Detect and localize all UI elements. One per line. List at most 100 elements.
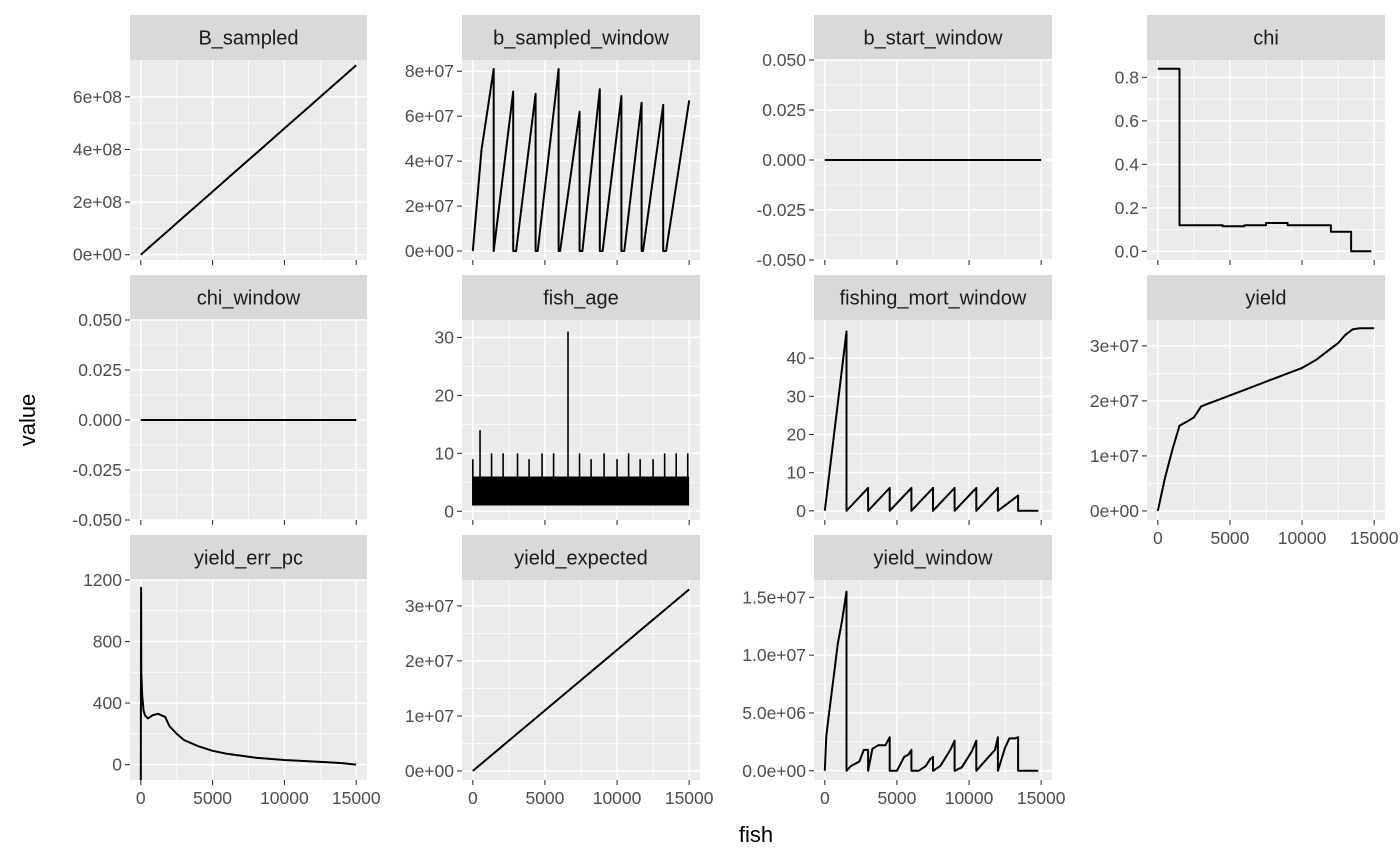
- y-tick-label: 4e+08: [73, 139, 122, 159]
- y-tick-label: 1e+07: [405, 706, 454, 726]
- y-tick-label: 4e+07: [405, 151, 454, 171]
- x-tick-label: 5000: [193, 788, 232, 808]
- y-tick-label: 6e+07: [405, 106, 454, 126]
- y-tick-label: 3e+07: [1090, 336, 1139, 356]
- y-tick-label: 40: [787, 348, 807, 368]
- facet-strip: [1147, 15, 1385, 60]
- facet-yield_expected: yield_expected 0e+00 1e+07 2e+07 3e+07 0 5000 1…: [405, 535, 714, 808]
- y-tick-label: 2e+08: [73, 192, 122, 212]
- facet-b_start_window: b_start_window -0.050 -0.025 0.000 0.025 0.05…: [756, 15, 1052, 270]
- y-tick-label: 0.0: [1115, 241, 1140, 261]
- x-tick-label: 15000: [1017, 788, 1066, 808]
- series-line: [472, 588, 690, 772]
- y-tick-label: 800: [93, 632, 122, 652]
- y-tick-label: 1200: [83, 570, 122, 590]
- y-axis-title: value: [15, 394, 40, 447]
- y-tick-label: 0.000: [78, 410, 122, 430]
- y-tick-label: -0.050: [756, 250, 806, 270]
- y-tick-label: 0.0e+00: [742, 761, 806, 781]
- facet-strip: [130, 15, 367, 60]
- y-tick-label: 1.0e+07: [742, 645, 806, 665]
- y-tick-label: 20: [787, 425, 807, 445]
- x-tick-label: 5000: [1210, 528, 1249, 548]
- x-tick-label: 15000: [332, 788, 381, 808]
- y-tick-label: 0.2: [1115, 198, 1139, 218]
- facet-chi: chi 0.0 0.2 0.4 0.6 0.8: [1115, 15, 1385, 265]
- y-tick-label: 0: [444, 501, 454, 521]
- y-tick-label: 6e+08: [73, 87, 122, 107]
- facet-chi_window: chi_window -0.050 -0.025 0.000 0.025 0.050: [72, 275, 367, 530]
- x-tick-label: 0: [1153, 528, 1163, 548]
- y-tick-label: 0e+00: [1090, 501, 1139, 521]
- y-tick-label: 30: [435, 327, 455, 347]
- facet-strip: [130, 275, 367, 320]
- facet-strip: [462, 15, 700, 60]
- x-tick-label: 10000: [593, 788, 642, 808]
- series-line: [1156, 327, 1375, 512]
- facet-strip: [814, 535, 1052, 580]
- facet-yield_window: yield_window 0.0e+00 5.0e+06 1.0e+07 1.5e+07…: [742, 535, 1066, 808]
- y-tick-label: 0.6: [1115, 111, 1139, 131]
- facet-title: yield_err_pc: [194, 548, 303, 570]
- y-tick-label: 2e+07: [405, 651, 454, 671]
- y-tick-label: 0: [796, 501, 806, 521]
- facet-title: b_sampled_window: [493, 28, 669, 50]
- y-tick-label: 10: [787, 463, 807, 483]
- y-tick-label: 0.000: [762, 150, 806, 170]
- facet-B_sampled: B_sampled 0e+00 2e+08 4e+08 6e+08: [73, 15, 367, 265]
- x-tick-label: 0: [468, 788, 478, 808]
- y-tick-label: 1.5e+07: [742, 587, 806, 607]
- x-tick-label: 15000: [665, 788, 714, 808]
- x-tick-label: 0: [820, 788, 830, 808]
- facet-strip: [814, 275, 1052, 320]
- y-tick-label: 3e+07: [405, 596, 454, 616]
- facet-fishing_mort_window: fishing_mort_window 0 10 20 30 40: [787, 275, 1052, 525]
- y-tick-label: -0.025: [756, 200, 806, 220]
- facet-title: yield: [1245, 288, 1286, 310]
- facet-title: yield_expected: [514, 548, 647, 570]
- y-tick-label: 8e+07: [405, 61, 454, 81]
- y-tick-label: 0: [112, 755, 122, 775]
- facet-strip: [814, 15, 1052, 60]
- y-tick-label: -0.050: [72, 510, 122, 530]
- y-tick-label: 0.025: [78, 360, 122, 380]
- y-tick-label: -0.025: [72, 460, 122, 480]
- facet-title: yield_window: [874, 548, 994, 570]
- facet-panels: B_sampled 0e+00 2e+08 4e+08 6e+08 b_sampled_w…: [72, 15, 1399, 808]
- facet-title: chi: [1253, 28, 1279, 50]
- facet-strip: [462, 535, 700, 580]
- x-tick-label: 15000: [1350, 528, 1399, 548]
- x-tick-label: 10000: [945, 788, 994, 808]
- y-tick-label: 2e+07: [1090, 391, 1139, 411]
- y-tick-label: 0e+00: [405, 241, 454, 261]
- y-tick-label: 30: [787, 386, 807, 406]
- facet-title: fishing_mort_window: [840, 288, 1027, 310]
- series-line: [140, 64, 357, 256]
- x-axis-title: fish: [739, 822, 773, 847]
- y-tick-label: 0.025: [762, 100, 806, 120]
- facet-fish_age: fish_age 0 10 20 30: [435, 275, 700, 525]
- series-line: [1157, 67, 1372, 253]
- x-tick-label: 5000: [525, 788, 564, 808]
- facet-title: B_sampled: [198, 28, 298, 50]
- facet-yield_err_pc: yield_err_pc 0 400 800 1200 0 5000 10000 15000: [83, 535, 381, 808]
- y-tick-label: 0e+00: [405, 761, 454, 781]
- y-tick-label: 0.050: [762, 50, 806, 70]
- x-tick-label: 10000: [260, 788, 309, 808]
- series-line: [471, 68, 691, 252]
- x-tick-label: 5000: [877, 788, 916, 808]
- series-line: [823, 330, 1039, 512]
- y-tick-label: 0.8: [1115, 67, 1139, 87]
- facet-strip: [462, 275, 700, 320]
- facet-title: chi_window: [197, 288, 301, 310]
- x-tick-label: 10000: [1278, 528, 1327, 548]
- y-tick-label: 0e+00: [73, 245, 122, 265]
- y-tick-label: 400: [93, 693, 122, 713]
- y-tick-label: 0.4: [1115, 154, 1140, 174]
- facet-strip: [1147, 275, 1385, 320]
- series-line: [139, 586, 357, 781]
- facet-title: b_start_window: [864, 28, 1004, 50]
- facet-title: fish_age: [543, 288, 619, 310]
- y-tick-label: 0.050: [78, 310, 122, 330]
